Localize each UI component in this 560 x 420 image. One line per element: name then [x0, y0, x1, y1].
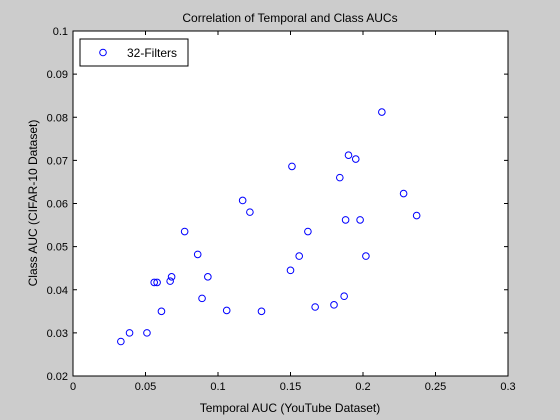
plot-area — [72, 30, 509, 377]
legend-marker — [99, 48, 107, 57]
data-point — [286, 266, 295, 275]
legend-label: 32-Filters — [127, 46, 177, 60]
legend-box — [79, 38, 189, 67]
data-point — [362, 252, 370, 260]
data-point — [204, 273, 212, 281]
x-tick-label: 0.15 — [280, 381, 301, 393]
x-tick-label: 0.3 — [500, 381, 515, 393]
data-point — [246, 208, 254, 216]
data-point — [378, 108, 386, 116]
data-point — [412, 211, 421, 220]
x-tick-label: 0.25 — [425, 381, 446, 393]
y-tick-label: 0.07 — [47, 155, 68, 167]
tick-labels: 0 0.05 0.1 0.15 0.2 0.25 0.3 0.02 0.03 0.04 0.05 0.… — [47, 26, 516, 393]
data-point — [344, 151, 353, 159]
x-axis-label: Temporal AUC (YouTube Dataset) — [200, 401, 381, 415]
y-tick-label: 0.1 — [53, 26, 68, 38]
data-point — [304, 227, 312, 236]
data-point — [336, 173, 344, 182]
data-point — [180, 227, 189, 236]
chart-title: Correlation of Temporal and Class AUCs — [182, 11, 397, 25]
data-point — [295, 252, 304, 260]
data-points — [117, 108, 421, 346]
data-point — [238, 196, 247, 205]
data-point — [166, 277, 174, 285]
x-tick-label: 0.05 — [135, 381, 156, 393]
data-point — [167, 273, 176, 281]
data-point — [311, 303, 319, 311]
y-tick-label: 0.08 — [47, 112, 68, 124]
data-point — [157, 307, 166, 316]
data-point — [117, 337, 125, 346]
data-point — [193, 250, 202, 259]
x-tick-label: 0 — [70, 381, 76, 393]
data-point — [257, 307, 266, 316]
y-tick-label: 0.02 — [47, 371, 68, 383]
y-tick-label: 0.04 — [47, 285, 68, 297]
data-point — [222, 306, 231, 315]
legend: 32-Filters — [79, 38, 189, 67]
data-point — [341, 216, 350, 224]
data-point — [330, 301, 338, 309]
data-point — [340, 292, 348, 301]
data-point — [198, 294, 206, 303]
data-point — [150, 278, 158, 287]
data-point — [153, 278, 161, 287]
data-point — [125, 329, 134, 337]
y-axis-label: Class AUC (CIFAR-10 Dataset) — [26, 120, 40, 287]
y-tick-label: 0.03 — [47, 328, 68, 340]
x-tick-label: 0.2 — [355, 381, 370, 393]
data-point — [351, 155, 360, 163]
axis-ticks — [72, 30, 509, 377]
data-point — [356, 216, 364, 224]
y-tick-label: 0.09 — [47, 69, 68, 81]
x-tick-label: 0.1 — [210, 381, 225, 393]
data-point — [399, 189, 408, 198]
y-tick-label: 0.06 — [47, 199, 68, 211]
data-point — [288, 162, 296, 171]
y-tick-label: 0.05 — [47, 242, 68, 254]
data-point — [143, 329, 151, 337]
